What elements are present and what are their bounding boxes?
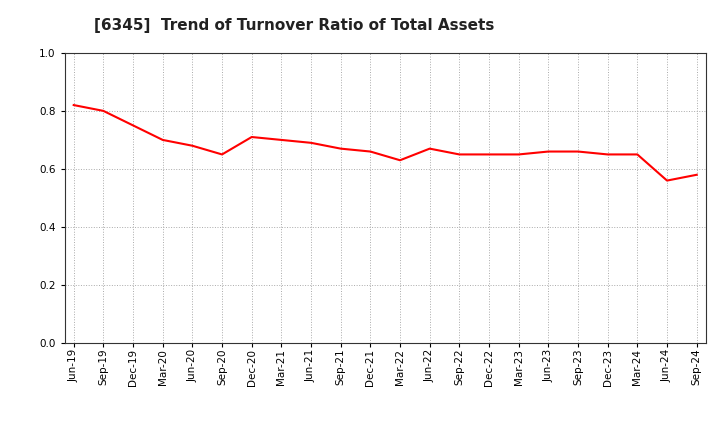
- Text: [6345]  Trend of Turnover Ratio of Total Assets: [6345] Trend of Turnover Ratio of Total …: [94, 18, 494, 33]
